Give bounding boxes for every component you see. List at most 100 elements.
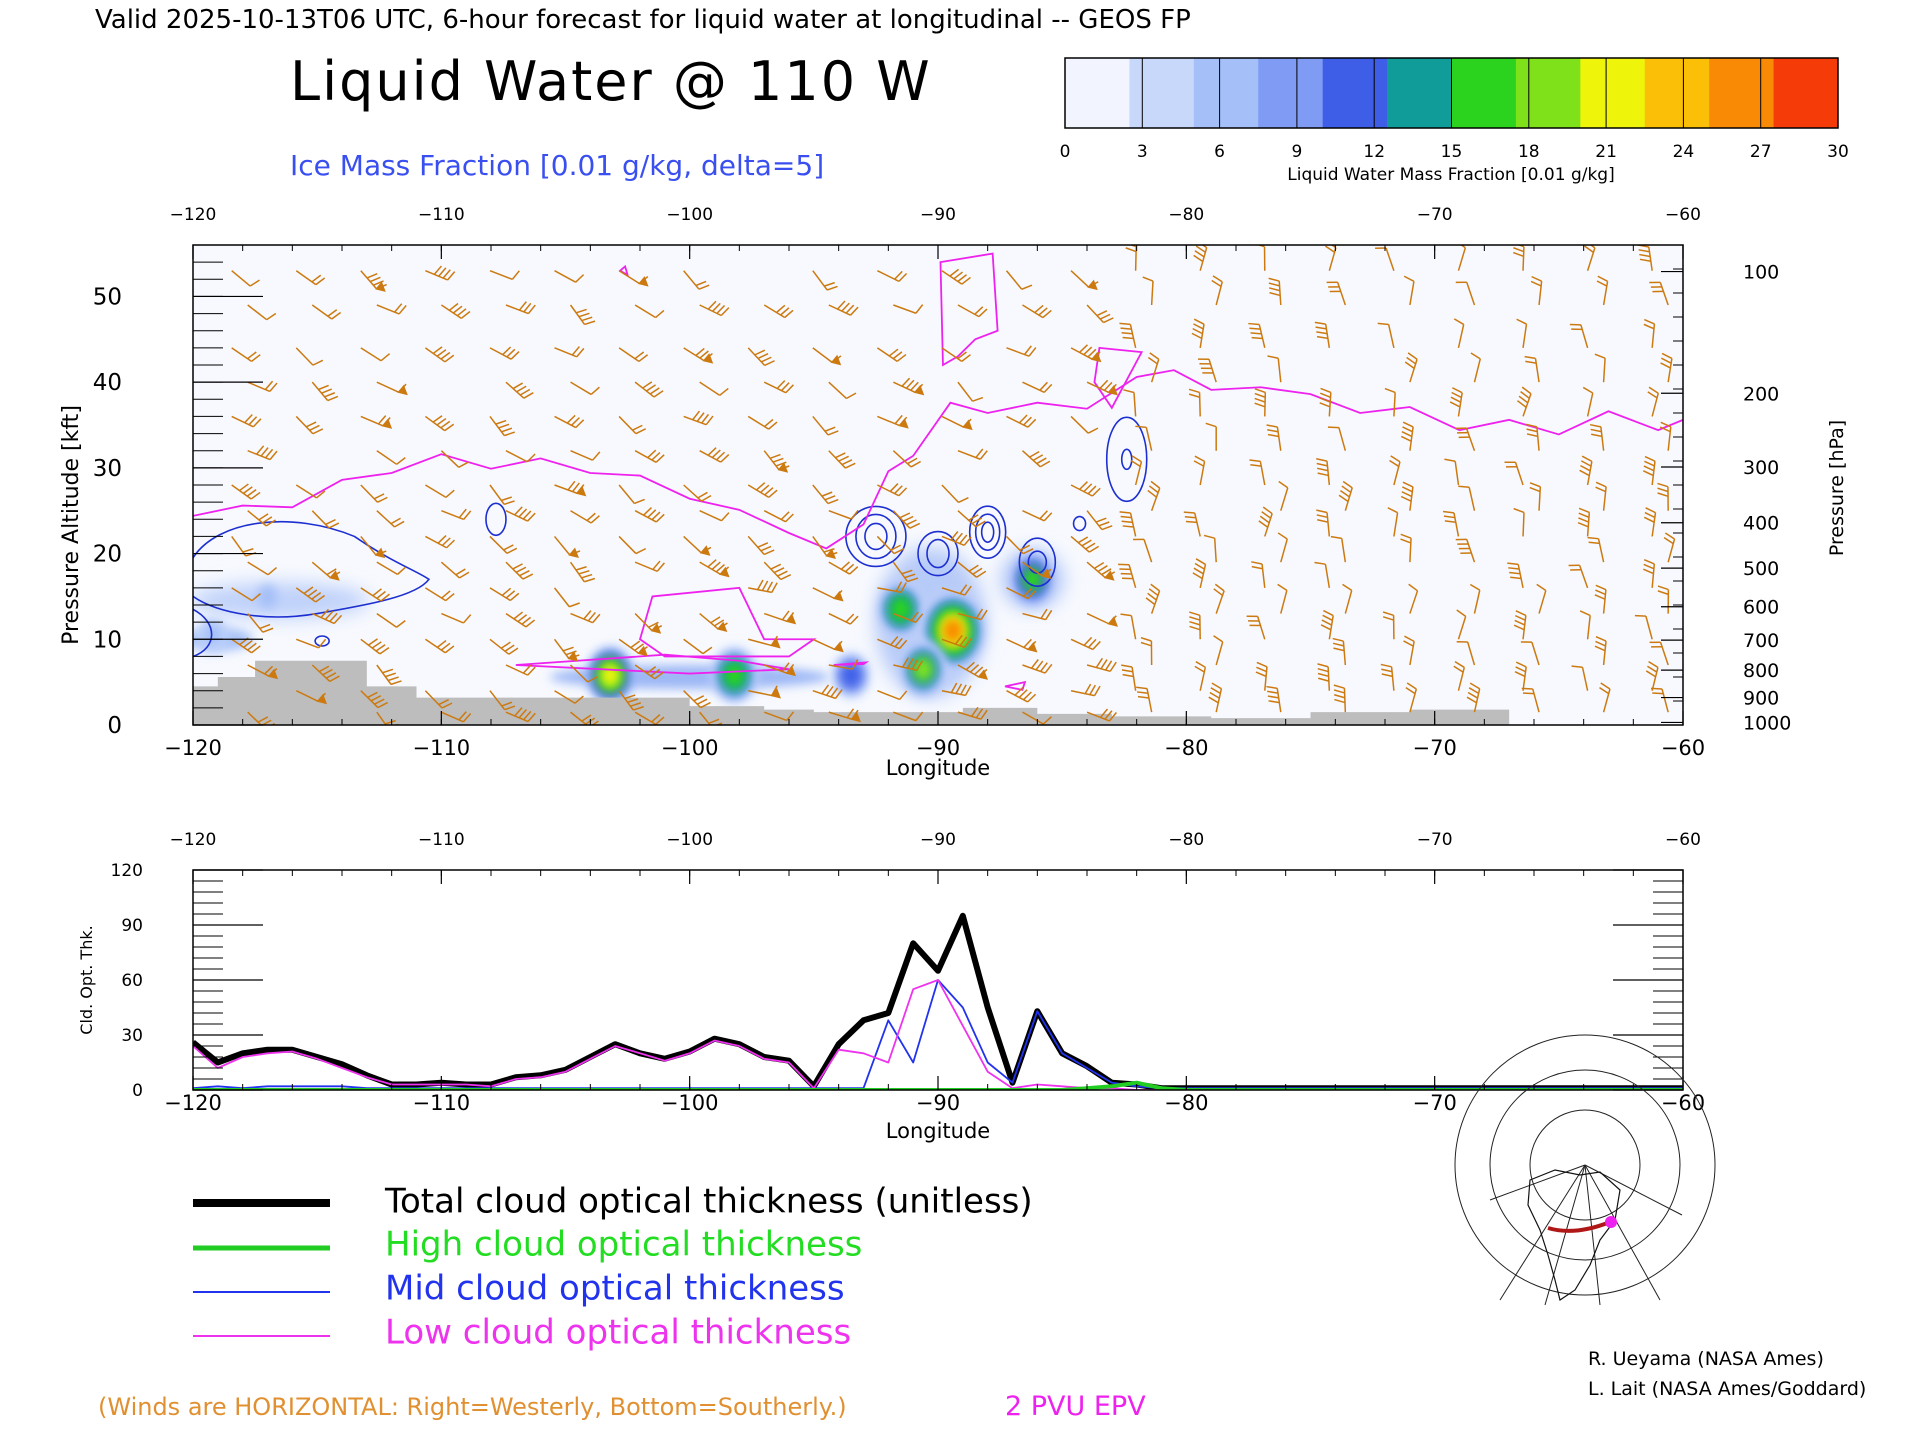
wind-barb-feather [630,640,641,649]
wind-barb [812,684,843,700]
wind-barb-feather [634,351,645,360]
wind-barb [231,483,261,500]
wind-barb-feather [893,548,905,555]
wind-barb-feather [766,581,774,592]
wind-barb-feather [1248,322,1260,326]
wind-barb-shaft [425,587,447,602]
wind-barb-feather [902,657,909,668]
wind-barb-feather [583,610,592,620]
wind-barb-feather [1083,636,1093,646]
wind-barb-feather [578,569,590,575]
inset-map-section-line [1547,1220,1611,1233]
wind-barb-feather [512,382,524,390]
wind-barb-feather [441,702,453,709]
wind-barb [747,415,778,430]
wind-barb [247,380,278,393]
wind-barb-feather [1109,661,1117,672]
wind-barb-pennant [329,570,340,581]
wind-barb-feather [1514,671,1526,678]
wind-barb [1524,355,1540,383]
wind-barb-shaft [295,587,317,603]
epv-2pvu-line [193,369,1683,550]
wind-barb [1594,584,1607,614]
wind-barb [247,445,278,461]
wind-barb [1086,561,1116,581]
wind-barb-feather [1254,392,1266,398]
wind-barb-feather [1526,428,1538,433]
y-tick-label: 30 [93,456,122,482]
wind-barb [618,484,645,505]
wind-barb-feather [584,577,596,583]
wind-barb-feather [1087,638,1097,648]
wind-barb-feather [772,457,784,463]
wind-barb-shaft [1343,688,1347,713]
wind-barb [1070,415,1099,434]
wind-barb-shaft [311,381,329,402]
wind-barb-feather [1514,614,1526,621]
wind-barb-feather [845,613,855,623]
wind-barb-shaft [570,612,594,624]
wind-barb-shaft [957,381,974,402]
wind-barb-feather [1402,421,1414,428]
wind-barb [1660,352,1673,383]
wind-barb-feather [634,498,645,505]
wind-barb [1119,511,1137,537]
liquid-water-blob [890,597,911,622]
wind-barb [1520,641,1540,666]
legend: Total cloud optical thickness (unitless)… [193,1182,1033,1353]
wind-barb-pennant [770,687,781,699]
wind-barb-shaft [1517,564,1524,589]
wind-barb [376,561,407,576]
wind-barb-pennant [785,665,797,677]
wind-barb-feather [825,686,834,696]
wind-barb-feather [1648,660,1659,669]
wind-barb-feather [1101,525,1113,531]
wind-barb-feather [1043,512,1053,522]
wind-barb-feather [1267,433,1279,438]
wind-barb-pennant [375,281,386,292]
wind-barb-feather [446,271,456,281]
wind-barb-feather [501,587,512,597]
wind-barb-feather [1085,542,1096,550]
wind-barb-feather [1333,689,1345,694]
wind-barb-feather [436,639,447,648]
wind-barb-feather [896,353,907,362]
wind-barb [877,483,908,497]
wind-barb-shaft [231,347,252,363]
wind-barb [1140,636,1153,666]
wind-barb-feather [693,695,705,702]
wind-barb-shaft [1280,538,1288,563]
wind-barb-feather [770,563,782,570]
wind-barb-shaft [1198,392,1201,417]
wind-barb-feather [1571,665,1583,669]
wind-barb [1183,511,1201,537]
epv-island [939,252,999,367]
wind-barb-feather [1211,682,1222,690]
wind-barb-shaft [1457,392,1463,417]
wind-barb-shaft [1661,688,1669,713]
wind-barb-feather [1251,565,1263,570]
wind-barb-feather [768,421,778,430]
wind-barb-shaft [553,638,570,659]
ice-contour [1018,537,1057,587]
wind-barb-feather [1644,460,1655,467]
wind-barb-feather [513,611,524,620]
wind-barb [1130,455,1143,486]
wind-barb-feather [1644,318,1655,325]
wind-barb-shaft [360,535,377,556]
wind-barb [1086,379,1118,396]
wind-barb-shaft [1532,688,1540,713]
wind-barb-feather [315,277,326,286]
wind-barb-feather [372,588,382,597]
wind-barb [1006,587,1037,600]
wind-barb-feather [1268,700,1280,704]
wind-barb [957,706,988,720]
wind-barb-feather [1267,429,1279,433]
wind-barb-shaft [1215,281,1223,306]
wind-barb-feather [950,682,958,693]
wind-barb-shaft [763,450,780,471]
wind-barb-shaft [1264,513,1273,537]
wind-barb [941,634,972,649]
wind-barb-shaft [618,415,637,435]
wind-barb-feather [892,351,903,360]
